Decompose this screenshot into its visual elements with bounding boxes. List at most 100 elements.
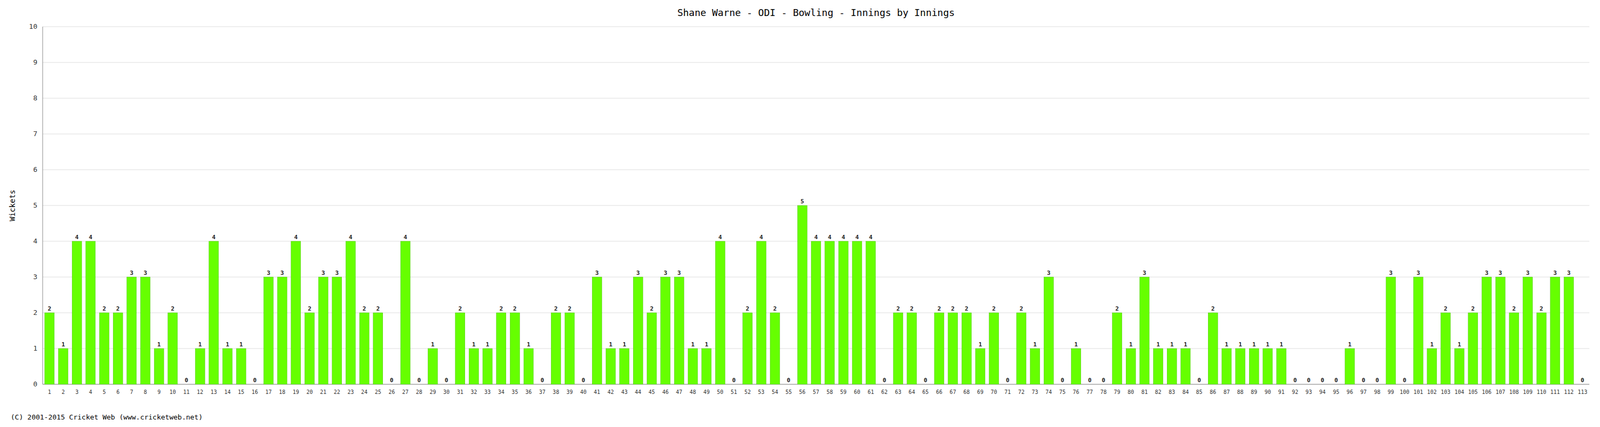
bar <box>468 348 479 384</box>
x-tick-label: 30 <box>443 388 450 395</box>
x-tick-label: 93 <box>1305 388 1312 395</box>
x-tick-label: 19 <box>292 388 300 395</box>
data-label: 4 <box>718 233 723 241</box>
x-tick-label: 98 <box>1373 388 1381 395</box>
data-label: 1 <box>978 340 983 348</box>
bar <box>1208 312 1218 384</box>
x-tick-label: 37 <box>539 388 546 395</box>
data-label: 3 <box>1484 269 1489 277</box>
y-axis-line <box>42 26 44 384</box>
bar <box>113 312 123 384</box>
bar <box>168 312 178 384</box>
data-label: 0 <box>923 376 928 384</box>
x-tick-label: 68 <box>963 388 970 395</box>
bar <box>1358 384 1369 385</box>
bar <box>975 348 986 384</box>
x-tick-label: 82 <box>1155 388 1162 395</box>
x-tick-label: 105 <box>1468 388 1478 395</box>
bar <box>277 276 287 384</box>
x-tick-label: 62 <box>881 388 888 395</box>
x-tick-label: 59 <box>840 388 847 395</box>
data-label: 1 <box>1279 340 1284 348</box>
data-label: 2 <box>102 305 107 312</box>
x-tick-label: 85 <box>1196 388 1203 395</box>
y-axis: 012345678910 <box>28 22 43 388</box>
bar <box>1400 384 1410 385</box>
x-tick-label: 35 <box>511 388 518 395</box>
bar <box>345 241 356 384</box>
data-label: 0 <box>732 376 736 384</box>
x-tick-label: 29 <box>429 388 436 395</box>
data-label: 3 <box>677 269 682 277</box>
data-label: 0 <box>581 376 586 384</box>
x-tick-label: 18 <box>278 388 286 395</box>
bar <box>386 384 397 385</box>
data-label: 1 <box>1238 340 1243 348</box>
bar <box>140 276 150 384</box>
bar <box>400 241 411 384</box>
data-label: 2 <box>992 305 996 312</box>
bar <box>605 348 616 384</box>
bar <box>742 312 753 384</box>
bar <box>1468 312 1478 384</box>
data-label: 3 <box>1416 269 1421 277</box>
data-label: 3 <box>321 269 326 277</box>
x-tick-label: 25 <box>374 388 382 395</box>
data-label: 4 <box>759 233 764 241</box>
data-label: 4 <box>75 233 79 241</box>
data-label: 2 <box>909 305 914 312</box>
bar <box>1030 348 1040 384</box>
x-tick-label: 66 <box>936 388 943 395</box>
data-label: 4 <box>855 233 860 241</box>
x-tick-label: 54 <box>771 388 779 395</box>
data-label: 0 <box>1580 376 1585 384</box>
bar <box>250 384 260 385</box>
data-label: 0 <box>1060 376 1065 384</box>
data-label: 2 <box>745 305 750 312</box>
bar <box>1139 276 1150 384</box>
x-tick-label: 83 <box>1168 388 1175 395</box>
data-label: 2 <box>116 305 120 312</box>
x-tick-label: 103 <box>1440 388 1451 395</box>
bar <box>811 241 821 384</box>
bar <box>195 348 205 384</box>
data-label: 3 <box>636 269 640 277</box>
x-tick-label: 23 <box>347 388 354 395</box>
bar <box>646 312 657 384</box>
data-label: 4 <box>293 233 298 241</box>
bar <box>1098 384 1109 385</box>
x-tick-label: 44 <box>634 388 642 395</box>
data-label: 1 <box>1033 340 1037 348</box>
data-label: 3 <box>1525 269 1530 277</box>
data-label: 4 <box>814 233 819 241</box>
bar <box>1345 348 1355 384</box>
x-tick-label: 96 <box>1346 388 1354 395</box>
bar <box>688 348 698 384</box>
bar <box>441 384 452 385</box>
bar <box>619 348 630 384</box>
x-tick-label: 65 <box>922 388 929 395</box>
bar <box>359 312 370 384</box>
data-label: 0 <box>1101 376 1106 384</box>
bar <box>1276 348 1287 384</box>
data-label: 4 <box>827 233 832 241</box>
y-tick-label: 3 <box>33 272 38 281</box>
x-tick-label: 99 <box>1387 388 1395 395</box>
bar <box>414 384 424 385</box>
data-label: 3 <box>280 269 285 277</box>
x-tick-label: 50 <box>716 388 724 395</box>
data-label: 0 <box>882 376 887 384</box>
x-tick-label: 2 <box>61 388 65 395</box>
x-tick-label: 43 <box>621 388 628 395</box>
x-tick-label: 57 <box>812 388 820 395</box>
data-label: 1 <box>61 340 66 348</box>
x-tick-label: 101 <box>1413 388 1423 395</box>
bar <box>427 348 438 384</box>
bar <box>523 348 534 384</box>
data-label: 2 <box>499 305 503 312</box>
x-tick-label: 7 <box>130 388 134 395</box>
bar <box>126 276 137 384</box>
data-label: 2 <box>1539 305 1544 312</box>
bar <box>85 241 96 384</box>
data-label: 2 <box>950 305 955 312</box>
